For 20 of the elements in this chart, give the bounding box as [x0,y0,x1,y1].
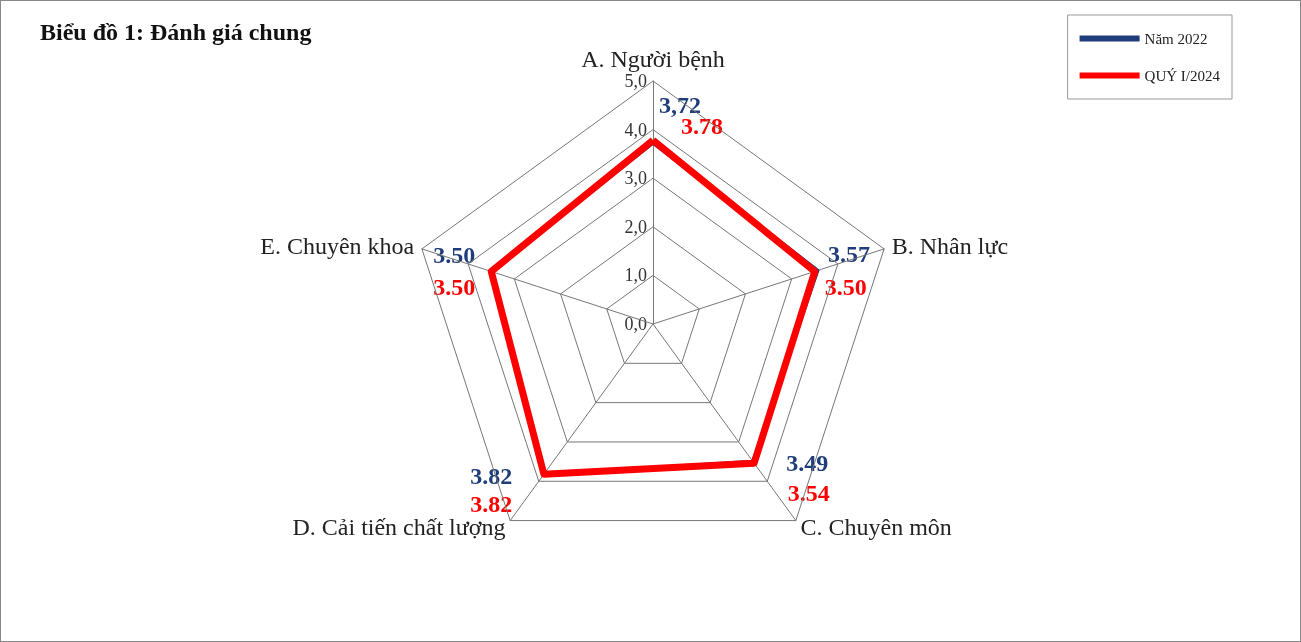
data-label: 3.82 [470,463,513,490]
spoke-label: A. Người bệnh [581,46,725,72]
legend-label: Năm 2022 [1144,30,1208,47]
data-label: 3.54 [787,480,830,507]
y-tick-label: 5,0 [624,71,647,91]
data-label: 3.50 [433,242,476,269]
spoke-label: B. Nhân lực [891,233,1009,260]
data-label: 3.57 [828,241,871,268]
chart-title: Biểu đồ 1: Đánh giá chung [40,19,312,45]
spoke-label: C. Chuyên môn [800,514,952,541]
data-label: 3.49 [786,450,829,477]
y-tick-label: 3,0 [624,168,647,189]
data-label: 3.50 [433,274,476,301]
y-tick-label: 4,0 [624,119,647,140]
y-tick-label: 0,0 [624,314,647,334]
data-label: 3.50 [824,274,867,301]
y-tick-label: 2,0 [624,216,647,237]
legend-label: QUÝ I/2024 [1144,67,1221,84]
y-tick-label: 1,0 [624,265,647,286]
spoke-label: E. Chuyên khoa [260,233,415,260]
